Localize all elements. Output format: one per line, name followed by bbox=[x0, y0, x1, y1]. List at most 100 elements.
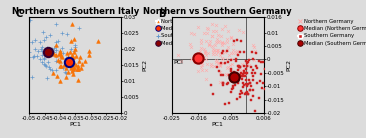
Point bbox=[235, 79, 241, 81]
Point bbox=[238, 72, 244, 74]
Point bbox=[247, 89, 253, 91]
Point bbox=[202, 52, 208, 55]
Point bbox=[248, 66, 254, 68]
Point bbox=[69, 56, 75, 58]
Point bbox=[38, 47, 44, 50]
Point bbox=[211, 65, 217, 67]
Point bbox=[64, 57, 70, 60]
Point bbox=[71, 62, 77, 64]
Point bbox=[205, 27, 210, 29]
Point bbox=[210, 51, 216, 53]
Text: B: B bbox=[158, 9, 165, 19]
Point bbox=[230, 49, 236, 51]
Point bbox=[218, 34, 224, 37]
Point bbox=[67, 51, 72, 53]
Point bbox=[260, 60, 266, 63]
Point bbox=[195, 69, 201, 72]
Point bbox=[45, 51, 51, 53]
Point bbox=[82, 60, 87, 62]
Point bbox=[79, 63, 85, 65]
Point bbox=[68, 48, 74, 50]
Point bbox=[201, 9, 206, 11]
Point bbox=[44, 76, 50, 79]
Point bbox=[66, 56, 71, 58]
Point bbox=[221, 74, 227, 76]
Point bbox=[75, 68, 81, 70]
Point bbox=[225, 65, 231, 68]
Point bbox=[250, 95, 255, 98]
Point bbox=[191, 57, 197, 59]
Point bbox=[229, 63, 235, 66]
Point bbox=[239, 69, 245, 71]
Point bbox=[61, 64, 67, 66]
Point bbox=[191, 61, 197, 63]
Point bbox=[241, 72, 247, 74]
Point bbox=[19, 58, 25, 60]
Point bbox=[219, 74, 224, 76]
Point bbox=[76, 60, 82, 62]
Point bbox=[202, 49, 208, 52]
Point bbox=[238, 40, 244, 42]
Point bbox=[56, 61, 62, 63]
Point bbox=[219, 52, 225, 54]
Point bbox=[241, 65, 247, 67]
Point bbox=[209, 34, 214, 37]
Point bbox=[53, 48, 59, 51]
Point bbox=[66, 61, 72, 63]
Point bbox=[230, 72, 236, 75]
Point bbox=[243, 79, 249, 82]
Point bbox=[66, 71, 71, 73]
Point bbox=[195, 57, 201, 59]
Point bbox=[198, 47, 204, 49]
Point bbox=[217, 65, 223, 67]
Point bbox=[228, 91, 234, 93]
Point bbox=[198, 42, 204, 44]
Point bbox=[71, 67, 77, 69]
Point bbox=[250, 69, 256, 71]
Point bbox=[43, 53, 49, 55]
Point bbox=[64, 76, 70, 78]
Point bbox=[53, 60, 59, 62]
Point bbox=[31, 55, 37, 57]
Point bbox=[175, 54, 181, 56]
Point bbox=[246, 59, 252, 62]
Point bbox=[53, 41, 59, 43]
Point bbox=[230, 43, 236, 45]
Point bbox=[232, 78, 238, 80]
Point bbox=[213, 53, 219, 55]
Point bbox=[40, 54, 45, 56]
Point bbox=[238, 90, 244, 92]
Point bbox=[224, 74, 230, 76]
Point bbox=[228, 51, 234, 54]
Point bbox=[234, 52, 240, 54]
Point bbox=[214, 49, 220, 51]
Point bbox=[234, 39, 240, 41]
Point bbox=[213, 24, 219, 26]
Point bbox=[237, 66, 243, 68]
Legend: Northern Italy, Median (Northern Italy), Southern Italy, Median (Southern Italy): Northern Italy, Median (Northern Italy),… bbox=[156, 19, 224, 46]
Point bbox=[41, 58, 46, 60]
Point bbox=[217, 81, 223, 83]
Point bbox=[231, 76, 237, 78]
Point bbox=[51, 51, 56, 54]
Point bbox=[241, 70, 247, 73]
Point bbox=[204, 63, 210, 65]
Point bbox=[31, 48, 37, 50]
Point bbox=[242, 73, 248, 75]
Point bbox=[236, 77, 242, 79]
Point bbox=[195, 26, 201, 28]
Point bbox=[209, 45, 215, 47]
X-axis label: PC1: PC1 bbox=[69, 122, 81, 127]
Point bbox=[217, 71, 223, 73]
Point bbox=[68, 40, 74, 42]
Point bbox=[224, 66, 230, 69]
Point bbox=[243, 72, 249, 74]
Point bbox=[57, 52, 63, 54]
Point bbox=[246, 93, 251, 95]
Point bbox=[54, 75, 60, 77]
Point bbox=[240, 30, 246, 33]
Point bbox=[223, 73, 229, 75]
Point bbox=[49, 69, 55, 71]
Point bbox=[244, 91, 250, 93]
Point bbox=[39, 50, 45, 52]
